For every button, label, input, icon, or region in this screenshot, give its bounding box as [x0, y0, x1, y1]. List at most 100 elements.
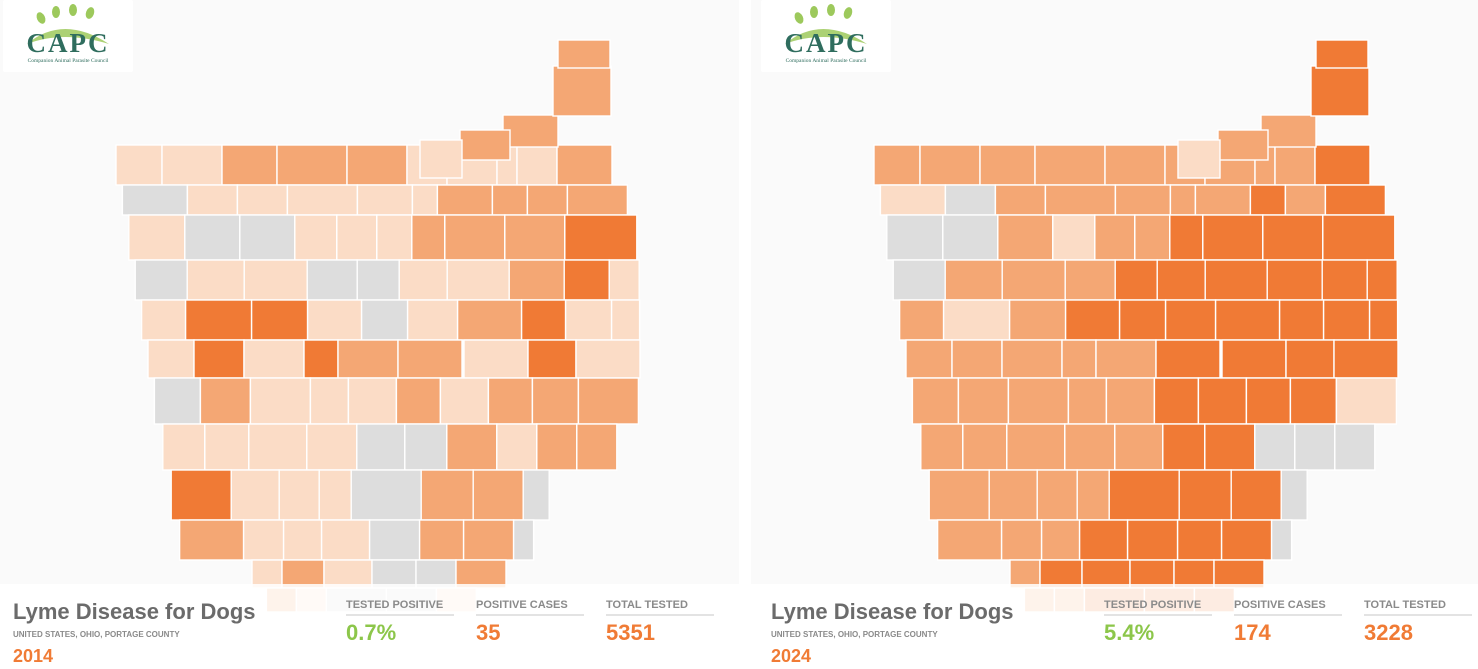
county-69[interactable] [577, 377, 640, 425]
county-2[interactable] [919, 144, 981, 186]
county-62[interactable] [1007, 377, 1070, 425]
county-60[interactable] [911, 377, 960, 425]
county-43[interactable] [1008, 299, 1067, 341]
county-46[interactable] [1164, 299, 1217, 341]
county-70[interactable] [920, 423, 964, 471]
county-37[interactable] [1204, 259, 1268, 301]
ohio-county-map[interactable] [751, 0, 1478, 669]
county-95[interactable] [512, 519, 535, 561]
county-21[interactable] [128, 214, 186, 261]
county-12[interactable] [944, 184, 997, 216]
county-47[interactable] [1214, 299, 1281, 341]
county-2[interactable] [161, 144, 223, 186]
county-94[interactable] [1220, 519, 1273, 561]
county-93[interactable] [1176, 519, 1223, 561]
county-37[interactable] [446, 259, 510, 301]
county-61[interactable] [957, 377, 1010, 425]
county-13[interactable] [994, 184, 1047, 216]
county-25[interactable] [336, 214, 378, 261]
county-81[interactable] [988, 469, 1038, 521]
county-96[interactable] [251, 559, 283, 589]
county-81[interactable] [230, 469, 280, 521]
county-31[interactable] [134, 259, 188, 301]
county-19[interactable] [526, 184, 569, 216]
county-109[interactable] [1315, 39, 1369, 69]
county-66[interactable] [1197, 377, 1248, 425]
ohio-county-map[interactable] [0, 0, 739, 669]
county-27[interactable] [1169, 214, 1204, 261]
county-75[interactable] [1162, 423, 1206, 471]
county-24[interactable] [294, 214, 338, 261]
county-33[interactable] [243, 259, 308, 301]
county-65[interactable] [1153, 377, 1200, 425]
county-91[interactable] [320, 519, 371, 561]
county-20[interactable] [1324, 184, 1387, 216]
county-87[interactable] [522, 469, 550, 521]
county-51[interactable] [905, 339, 953, 379]
county-53[interactable] [243, 339, 305, 379]
county-33[interactable] [1001, 259, 1066, 301]
county-47[interactable] [456, 299, 523, 341]
county-13[interactable] [236, 184, 289, 216]
county-51[interactable] [147, 339, 195, 379]
county-68[interactable] [1289, 377, 1338, 425]
county-73[interactable] [306, 423, 358, 471]
county-84[interactable] [350, 469, 422, 521]
county-110[interactable] [459, 129, 511, 161]
county-94[interactable] [462, 519, 515, 561]
county-25[interactable] [1094, 214, 1136, 261]
county-95[interactable] [1270, 519, 1293, 561]
county-52[interactable] [193, 339, 245, 379]
county-14[interactable] [286, 184, 359, 216]
county-83[interactable] [1076, 469, 1110, 521]
county-60[interactable] [153, 377, 202, 425]
county-59[interactable] [575, 339, 641, 379]
county-27[interactable] [411, 214, 446, 261]
county-42[interactable] [942, 299, 1011, 341]
county-22[interactable] [942, 214, 999, 261]
county-52[interactable] [951, 339, 1003, 379]
county-65[interactable] [395, 377, 442, 425]
county-111[interactable] [1177, 139, 1221, 179]
county-57[interactable] [1221, 339, 1287, 379]
county-85[interactable] [420, 469, 474, 521]
county-80[interactable] [928, 469, 990, 521]
county-39[interactable] [1321, 259, 1368, 301]
county-54[interactable] [303, 339, 339, 379]
county-111[interactable] [419, 139, 463, 179]
county-32[interactable] [186, 259, 245, 301]
county-63[interactable] [1067, 377, 1108, 425]
county-93[interactable] [418, 519, 465, 561]
county-57[interactable] [463, 339, 529, 379]
county-36[interactable] [1156, 259, 1206, 301]
county-76[interactable] [446, 423, 498, 471]
county-1[interactable] [115, 144, 163, 186]
county-48[interactable] [1278, 299, 1325, 341]
county-34[interactable] [1064, 259, 1116, 301]
county-43[interactable] [250, 299, 309, 341]
county-23[interactable] [239, 214, 296, 261]
county-40[interactable] [608, 259, 640, 301]
county-9[interactable] [1274, 144, 1316, 186]
county-29[interactable] [504, 214, 566, 261]
county-85[interactable] [1178, 469, 1232, 521]
county-61[interactable] [199, 377, 252, 425]
county-50[interactable] [1368, 299, 1399, 341]
county-21[interactable] [886, 214, 944, 261]
county-89[interactable] [1000, 519, 1043, 561]
county-26[interactable] [376, 214, 413, 261]
county-41[interactable] [898, 299, 945, 341]
county-14[interactable] [1044, 184, 1117, 216]
county-23[interactable] [997, 214, 1054, 261]
county-101[interactable] [455, 559, 507, 589]
county-50[interactable] [610, 299, 641, 341]
county-42[interactable] [184, 299, 253, 341]
county-46[interactable] [406, 299, 459, 341]
county-64[interactable] [1105, 377, 1156, 425]
county-108[interactable] [1310, 65, 1370, 117]
county-26[interactable] [1134, 214, 1171, 261]
county-17[interactable] [436, 184, 494, 216]
county-89[interactable] [242, 519, 285, 561]
county-5[interactable] [1104, 144, 1166, 186]
county-72[interactable] [248, 423, 308, 471]
